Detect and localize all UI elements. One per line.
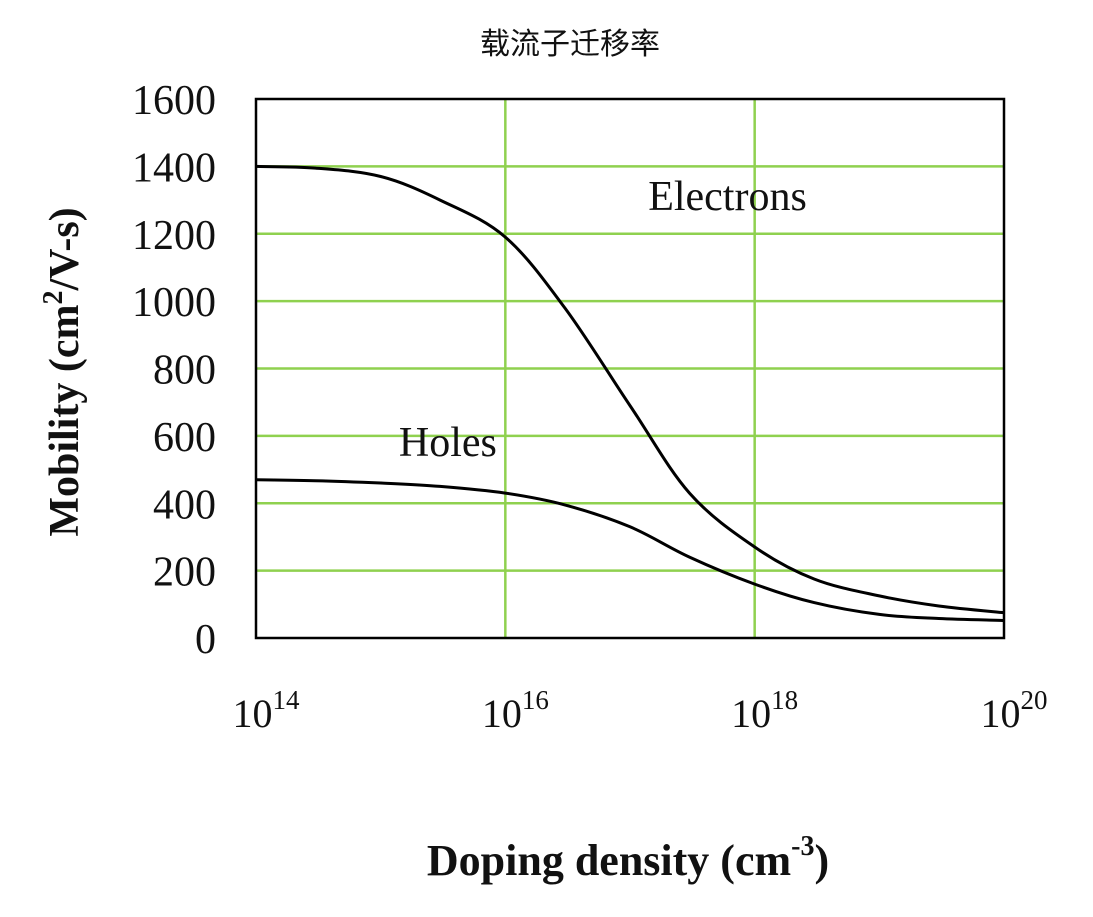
x-axis-label: Doping density (cm-3) [427,831,829,885]
series-label-electrons: Electrons [648,174,807,220]
y-tick-label: 1200 [132,213,216,259]
x-tick-label: 1018 [731,685,798,736]
y-axis-label-suffix: /V-s) [42,207,88,291]
y-tick-label: 200 [153,550,216,596]
curve-electrons [255,164,1005,615]
y-tick-label: 1000 [132,280,216,326]
chart-title: 载流子迁移率 [480,28,660,61]
y-axis-label-exponent: 2 [38,291,69,305]
x-tick-label: 1014 [233,685,301,736]
series-annotations: Electrons Holes [399,174,807,466]
y-tick-label: 800 [153,348,216,394]
y-axis-label-text: Mobility (cm [42,305,88,537]
x-axis-label-suffix: ) [814,836,829,885]
x-axis-label-text: Doping density (cm [427,836,791,885]
plot-frame [254,97,1006,640]
curve-holes [255,478,1005,622]
y-tick-label: 400 [153,482,216,528]
x-tick-label: 1016 [482,685,549,736]
y-tick-label: 1600 [132,78,216,124]
y-tick-label: 0 [195,617,216,663]
y-axis-label: Mobility (cm2/V-s) [38,207,88,536]
y-tick-label: 1400 [132,145,216,191]
x-tick-label: 1020 [981,685,1048,736]
y-tick-labels: 0 200 400 600 800 1000 1200 1400 1600 [132,78,216,663]
series-curves [255,164,1005,622]
y-tick-label: 600 [153,415,216,461]
series-label-holes: Holes [399,420,497,466]
x-tick-labels: 1014 1016 1018 1020 [233,685,1048,736]
grid-lines [256,99,1004,638]
x-axis-label-exponent: -3 [791,831,814,862]
